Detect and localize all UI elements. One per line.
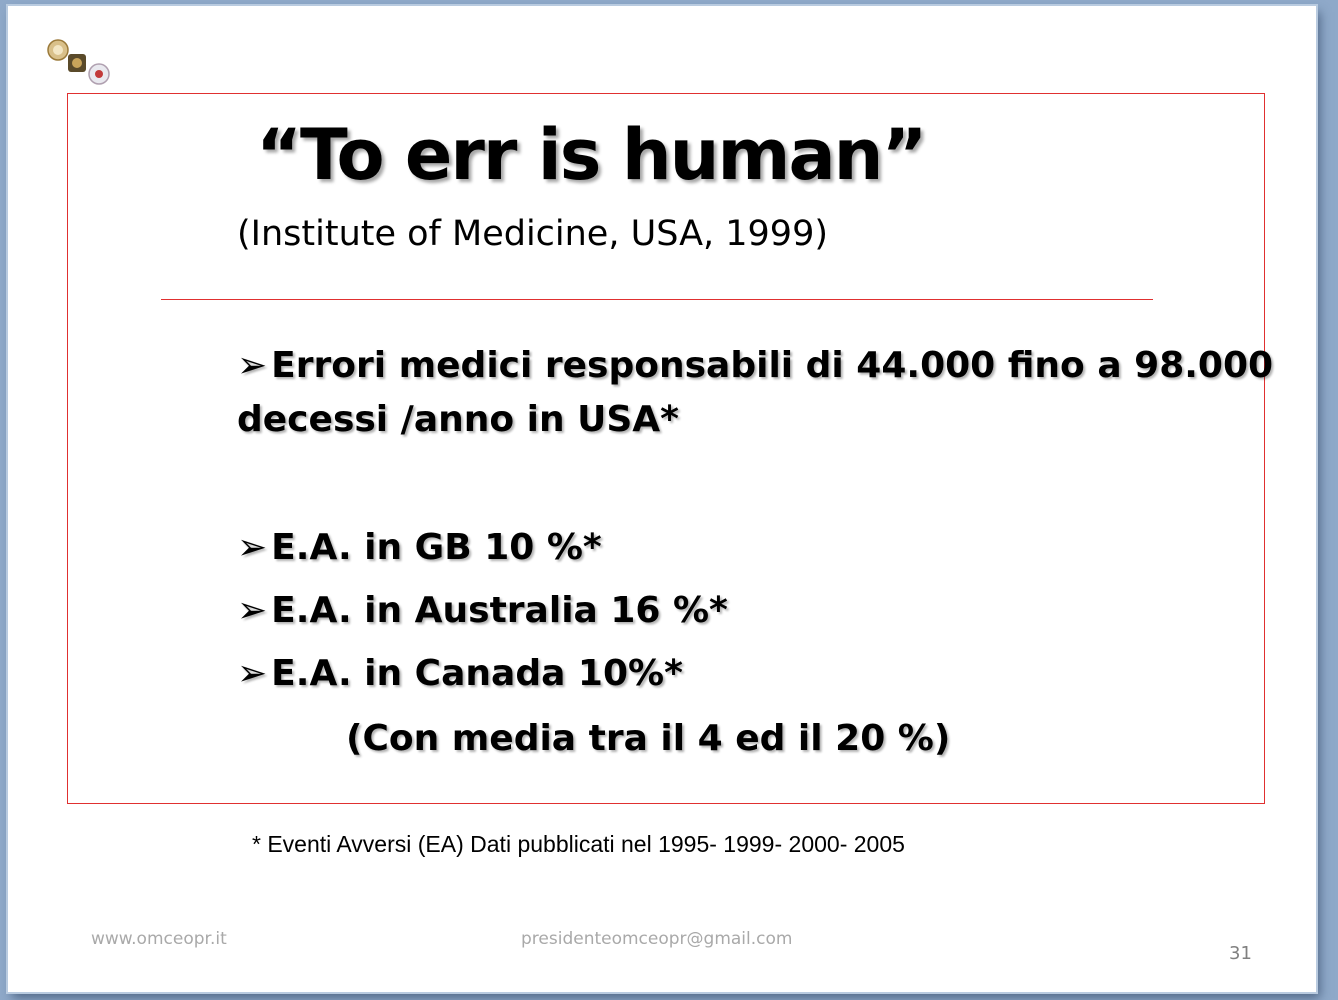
bullet-text-line1: Errori medici responsabili di 44.000 fin… [271, 345, 1274, 386]
bullet-item-australia: ➢ E.A. in Australia 16 %* [237, 584, 728, 638]
footer-email: presidenteomceopr@gmail.com [521, 929, 793, 949]
arrow-bullet-icon: ➢ [237, 590, 268, 631]
range-note: (Con media tra il 4 ed il 20 %) [346, 718, 951, 759]
divider-line [161, 299, 1153, 300]
arrow-bullet-icon: ➢ [237, 653, 268, 694]
page-number: 31 [1229, 943, 1252, 964]
logo-icon [44, 34, 124, 94]
bullet-text-line2: decessi /anno in USA* [237, 399, 679, 440]
bullet-item-deaths: ➢ Errori medici responsabili di 44.000 fi… [237, 339, 1273, 447]
bullet-text: E.A. in Australia 16 %* [271, 590, 728, 631]
bullet-item-canada: ➢ E.A. in Canada 10%* [237, 647, 683, 701]
arrow-bullet-icon: ➢ [237, 527, 268, 568]
slide-title: “To err is human” [256, 114, 928, 196]
slide-subtitle: (Institute of Medicine, USA, 1999) [237, 214, 829, 254]
footnote: * Eventi Avversi (EA) Dati pubblicati ne… [252, 831, 905, 857]
bullet-item-gb: ➢ E.A. in GB 10 %* [237, 521, 602, 575]
bullet-text: E.A. in GB 10 %* [271, 527, 602, 568]
footer-website: www.omceopr.it [91, 929, 227, 949]
arrow-bullet-icon: ➢ [237, 345, 268, 386]
content-frame [67, 93, 1265, 804]
slide: “To err is human” (Institute of Medicine… [8, 6, 1316, 992]
bullet-text: E.A. in Canada 10%* [271, 653, 683, 694]
